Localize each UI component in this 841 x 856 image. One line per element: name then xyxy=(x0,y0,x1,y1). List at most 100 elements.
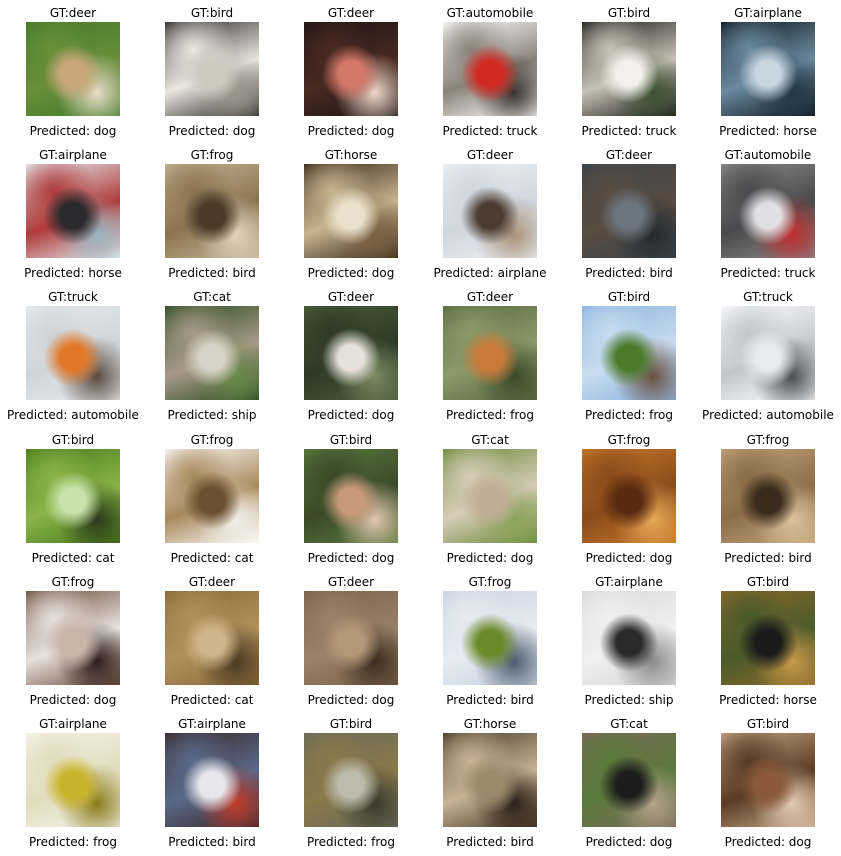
sample-image xyxy=(165,733,259,827)
predicted-label: Predicted: dog xyxy=(446,551,534,565)
ground-truth-label: GT:truck xyxy=(48,290,98,304)
grid-cell: GT:automobile Predicted: truck xyxy=(699,143,837,285)
predicted-label: Predicted: dog xyxy=(724,835,812,849)
ground-truth-label: GT:airplane xyxy=(39,148,107,162)
ground-truth-label: GT:deer xyxy=(49,6,97,20)
ground-truth-label: GT:frog xyxy=(190,148,234,162)
ground-truth-label: GT:frog xyxy=(607,433,651,447)
sample-image xyxy=(443,449,537,543)
predicted-label: Predicted: automobile xyxy=(702,408,834,422)
predicted-label: Predicted: bird xyxy=(168,266,256,280)
ground-truth-label: GT:airplane xyxy=(178,717,246,731)
ground-truth-label: GT:bird xyxy=(746,717,790,731)
predicted-label: Predicted: horse xyxy=(719,124,817,138)
predicted-label: Predicted: dog xyxy=(29,124,117,138)
sample-image xyxy=(721,164,815,258)
grid-cell: GT:airplane Predicted: bird xyxy=(143,712,281,854)
grid-cell: GT:frog Predicted: dog xyxy=(560,428,698,570)
sample-image xyxy=(582,733,676,827)
predicted-label: Predicted: truck xyxy=(442,124,538,138)
predicted-label: Predicted: truck xyxy=(581,124,677,138)
predicted-label: Predicted: bird xyxy=(585,266,673,280)
predicted-label: Predicted: dog xyxy=(307,551,395,565)
grid-cell: GT:deer Predicted: airplane xyxy=(421,143,559,285)
ground-truth-label: GT:bird xyxy=(746,575,790,589)
grid-cell: GT:truck Predicted: automobile xyxy=(699,285,837,427)
grid-cell: GT:cat Predicted: ship xyxy=(143,285,281,427)
sample-image xyxy=(165,306,259,400)
grid-cell: GT:bird Predicted: truck xyxy=(560,1,698,143)
sample-image xyxy=(582,22,676,116)
ground-truth-label: GT:deer xyxy=(327,6,375,20)
ground-truth-label: GT:cat xyxy=(471,433,509,447)
sample-image xyxy=(443,306,537,400)
ground-truth-label: GT:frog xyxy=(746,433,790,447)
sample-image xyxy=(165,22,259,116)
predicted-label: Predicted: ship xyxy=(584,693,674,707)
predicted-label: Predicted: bird xyxy=(446,693,534,707)
predicted-label: Predicted: cat xyxy=(170,551,254,565)
sample-image xyxy=(721,591,815,685)
predicted-label: Predicted: dog xyxy=(307,124,395,138)
sample-image xyxy=(582,449,676,543)
sample-image xyxy=(26,733,120,827)
sample-image xyxy=(165,591,259,685)
predicted-label: Predicted: dog xyxy=(307,693,395,707)
grid-cell: GT:frog Predicted: dog xyxy=(4,570,142,712)
predicted-label: Predicted: frog xyxy=(445,408,535,422)
ground-truth-label: GT:airplane xyxy=(734,6,802,20)
ground-truth-label: GT:automobile xyxy=(724,148,812,162)
sample-image xyxy=(165,164,259,258)
grid-cell: GT:bird Predicted: dog xyxy=(143,1,281,143)
ground-truth-label: GT:bird xyxy=(51,433,95,447)
sample-image xyxy=(443,164,537,258)
predicted-label: Predicted: dog xyxy=(585,551,673,565)
ground-truth-label: GT:horse xyxy=(463,717,517,731)
ground-truth-label: GT:frog xyxy=(468,575,512,589)
sample-image xyxy=(26,306,120,400)
grid-cell: GT:airplane Predicted: ship xyxy=(560,570,698,712)
sample-image xyxy=(304,733,398,827)
grid-cell: GT:deer Predicted: dog xyxy=(4,1,142,143)
grid-cell: GT:deer Predicted: cat xyxy=(143,570,281,712)
predicted-label: Predicted: bird xyxy=(446,835,534,849)
grid-cell: GT:bird Predicted: horse xyxy=(699,570,837,712)
ground-truth-label: GT:airplane xyxy=(595,575,663,589)
predicted-label: Predicted: bird xyxy=(168,835,256,849)
ground-truth-label: GT:deer xyxy=(188,575,236,589)
grid-cell: GT:horse Predicted: dog xyxy=(282,143,420,285)
grid-cell: GT:cat Predicted: dog xyxy=(421,428,559,570)
sample-image xyxy=(582,591,676,685)
sample-image xyxy=(721,22,815,116)
ground-truth-label: GT:bird xyxy=(607,290,651,304)
grid-cell: GT:deer Predicted: frog xyxy=(421,285,559,427)
predicted-label: Predicted: airplane xyxy=(433,266,547,280)
predicted-label: Predicted: automobile xyxy=(7,408,139,422)
ground-truth-label: GT:truck xyxy=(743,290,793,304)
sample-image xyxy=(165,449,259,543)
predicted-label: Predicted: cat xyxy=(170,693,254,707)
grid-cell: GT:frog Predicted: cat xyxy=(143,428,281,570)
ground-truth-label: GT:bird xyxy=(607,6,651,20)
sample-image xyxy=(582,306,676,400)
sample-image xyxy=(304,306,398,400)
grid-cell: GT:frog Predicted: bird xyxy=(699,428,837,570)
sample-image xyxy=(443,591,537,685)
predicted-label: Predicted: ship xyxy=(167,408,257,422)
grid-cell: GT:deer Predicted: dog xyxy=(282,285,420,427)
predicted-label: Predicted: bird xyxy=(724,551,812,565)
grid-cell: GT:bird Predicted: frog xyxy=(282,712,420,854)
grid-cell: GT:bird Predicted: frog xyxy=(560,285,698,427)
grid-cell: GT:truck Predicted: automobile xyxy=(4,285,142,427)
ground-truth-label: GT:frog xyxy=(51,575,95,589)
ground-truth-label: GT:cat xyxy=(193,290,231,304)
grid-cell: GT:deer Predicted: dog xyxy=(282,570,420,712)
predicted-label: Predicted: horse xyxy=(24,266,122,280)
ground-truth-label: GT:horse xyxy=(324,148,378,162)
sample-image xyxy=(26,22,120,116)
grid-cell: GT:cat Predicted: dog xyxy=(560,712,698,854)
ground-truth-label: GT:cat xyxy=(610,717,648,731)
ground-truth-label: GT:bird xyxy=(190,6,234,20)
sample-image xyxy=(304,164,398,258)
